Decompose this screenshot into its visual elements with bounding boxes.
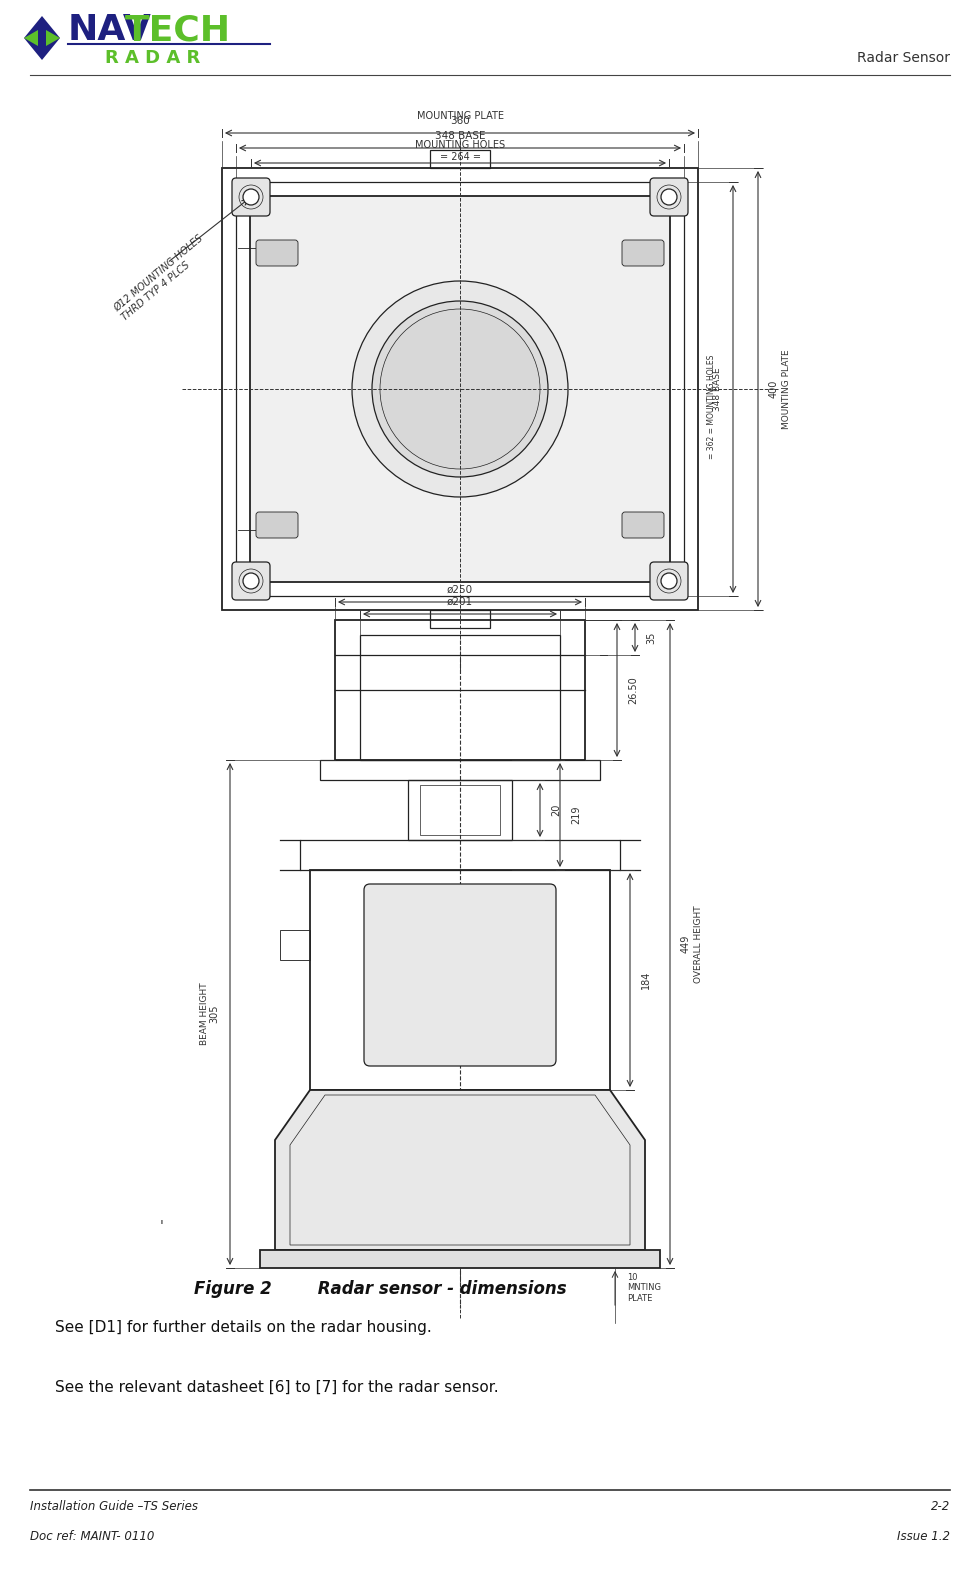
Text: 26.50: 26.50 [628, 675, 638, 704]
Text: 305: 305 [209, 1005, 219, 1023]
FancyBboxPatch shape [232, 562, 270, 600]
Circle shape [243, 189, 259, 205]
Text: 35: 35 [646, 631, 656, 644]
Text: 20: 20 [551, 803, 561, 816]
Polygon shape [24, 30, 38, 46]
Polygon shape [24, 16, 60, 60]
Bar [420, 784, 500, 835]
FancyBboxPatch shape [256, 511, 298, 538]
FancyBboxPatch shape [256, 240, 298, 267]
Bar [236, 181, 684, 596]
Text: 360: 360 [450, 117, 469, 126]
Bar [310, 869, 610, 1090]
FancyBboxPatch shape [232, 178, 270, 216]
Circle shape [661, 189, 677, 205]
Text: Ø12 MOUNTING HOLES
THRD TYP 4 PLCS: Ø12 MOUNTING HOLES THRD TYP 4 PLCS [112, 234, 213, 322]
Text: Doc ref: MAINT- 0110: Doc ref: MAINT- 0110 [30, 1531, 155, 1543]
Bar [360, 634, 560, 761]
Text: NAV: NAV [68, 13, 152, 47]
Bar [430, 150, 490, 167]
Text: BEAM HEIGHT: BEAM HEIGHT [200, 983, 209, 1045]
Bar [408, 780, 512, 839]
FancyBboxPatch shape [364, 884, 556, 1067]
Circle shape [352, 281, 568, 497]
Text: TECH: TECH [125, 13, 231, 47]
Text: See [D1] for further details on the radar housing.: See [D1] for further details on the rada… [55, 1321, 432, 1335]
Text: Issue 1.2: Issue 1.2 [897, 1531, 950, 1543]
Text: Radar Sensor: Radar Sensor [857, 50, 950, 65]
FancyBboxPatch shape [250, 196, 670, 582]
Circle shape [243, 573, 259, 589]
Text: 449: 449 [681, 934, 691, 953]
FancyBboxPatch shape [650, 562, 688, 600]
Text: 2-2: 2-2 [931, 1501, 950, 1513]
Bar [300, 839, 620, 869]
Polygon shape [275, 1090, 645, 1250]
Polygon shape [46, 30, 60, 46]
Text: ': ' [160, 1218, 164, 1232]
Bar [335, 620, 585, 761]
FancyBboxPatch shape [622, 240, 664, 267]
Circle shape [372, 301, 548, 477]
Text: See the relevant datasheet [6] to [7] for the radar sensor.: See the relevant datasheet [6] to [7] fo… [55, 1381, 499, 1395]
Bar [260, 1250, 660, 1269]
Bar [222, 167, 698, 611]
Text: R A D A R: R A D A R [105, 49, 200, 66]
Text: ø201: ø201 [447, 596, 473, 608]
Bar [280, 929, 310, 959]
Circle shape [661, 573, 677, 589]
FancyBboxPatch shape [622, 511, 664, 538]
Text: ø250: ø250 [447, 585, 473, 595]
Text: = 362 = MOUNTING HOLES: = 362 = MOUNTING HOLES [707, 355, 715, 459]
Text: MOUNTING HOLES
= 264 =: MOUNTING HOLES = 264 = [415, 140, 505, 163]
Text: 348 BASE: 348 BASE [435, 131, 485, 140]
Text: Installation Guide –TS Series: Installation Guide –TS Series [30, 1501, 198, 1513]
Text: 219: 219 [571, 806, 581, 824]
Text: MOUNTING PLATE: MOUNTING PLATE [781, 349, 791, 429]
FancyBboxPatch shape [650, 178, 688, 216]
Bar [430, 611, 490, 628]
Text: 348 BASE: 348 BASE [712, 368, 721, 410]
Text: 184: 184 [641, 970, 651, 989]
Circle shape [380, 309, 540, 469]
Bar [320, 761, 600, 780]
Text: OVERALL HEIGHT: OVERALL HEIGHT [694, 906, 703, 983]
Text: 10
MNTING
PLATE: 10 MNTING PLATE [627, 1273, 661, 1303]
Text: MOUNTING PLATE: MOUNTING PLATE [416, 110, 504, 122]
Text: 400: 400 [769, 380, 779, 398]
Text: Figure 2        Radar sensor - dimensions: Figure 2 Radar sensor - dimensions [194, 1280, 566, 1299]
